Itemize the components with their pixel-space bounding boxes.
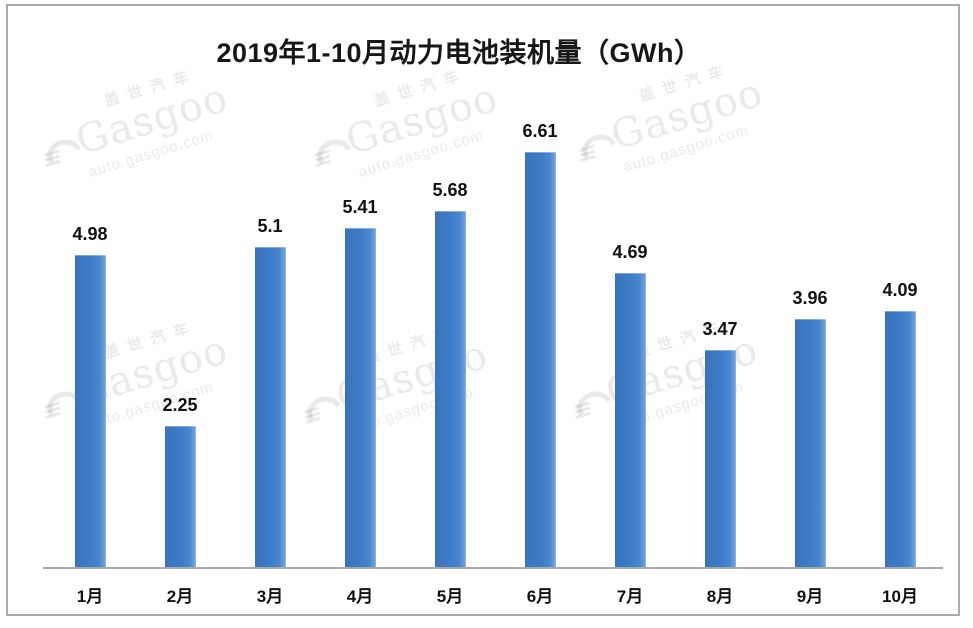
watermark: 盖世汽车 Gasgoo auto.gasgoo.com [295,52,540,244]
watermark: 盖世汽车 Gasgoo auto.gasgoo.com [560,47,805,239]
x-axis-baseline [43,567,943,569]
gasgoo-logo-icon [44,139,81,167]
value-label: 5.41 [342,197,378,217]
x-axis-label: 5月 [436,587,464,606]
value-label: 3.96 [792,288,828,308]
bar [614,273,646,568]
bar [164,426,196,568]
watermark-brand-row: Gasgoo [566,67,784,170]
plot-area: 4.98 2.25 5.1 5.41 5.68 6.61 4.69 3.47 3.96 4.09 [72,121,918,568]
bar [344,228,376,568]
watermark: 盖世汽车 Gasgoo auto.gasgoo.com [285,309,530,501]
bar [434,211,466,568]
x-axis-labels: 1月 2月 3月 4月 5月 6月 7月 8月 9月 10月 [0,582,973,608]
gasgoo-logo-icon [574,391,611,419]
gasgoo-logo-icon [579,134,616,162]
value-label: 2.25 [162,395,198,415]
x-axis-label: 6月 [526,587,554,606]
watermark-brand-row: Gasgoo [561,324,779,427]
x-axis-label: 7月 [616,587,644,606]
watermark-brand-row: Gasgoo [31,72,249,175]
bar [254,247,286,568]
bar [704,350,736,568]
x-axis-label: 9月 [796,587,824,606]
x-axis-label: 8月 [706,587,734,606]
watermark-brand-row: Gasgoo [301,72,519,175]
value-label: 4.09 [882,280,918,300]
bar [884,311,916,568]
value-label: 4.69 [612,242,648,262]
value-label: 5.68 [432,180,468,200]
x-axis-label: 3月 [256,587,284,606]
value-label: 6.61 [522,121,558,141]
x-axis-label: 10月 [882,587,918,606]
gasgoo-logo-icon [314,139,351,167]
bar [524,152,556,568]
value-label: 3.47 [702,319,738,339]
x-axis-label: 1月 [76,587,104,606]
value-label: 5.1 [257,216,283,236]
x-axis-label: 2月 [166,587,194,606]
bar [74,255,106,568]
value-label: 4.98 [72,224,108,244]
watermark: 盖世汽车 Gasgoo auto.gasgoo.com [25,52,270,244]
watermark: 盖世汽车 Gasgoo auto.gasgoo.com [555,304,800,496]
chart-title: 2019年1-10月动力电池装机量（GWh） [216,38,702,68]
x-axis-label: 4月 [346,587,374,606]
bar [794,319,826,568]
gasgoo-logo-icon [304,396,341,424]
watermark-brand-row: Gasgoo [291,329,509,432]
